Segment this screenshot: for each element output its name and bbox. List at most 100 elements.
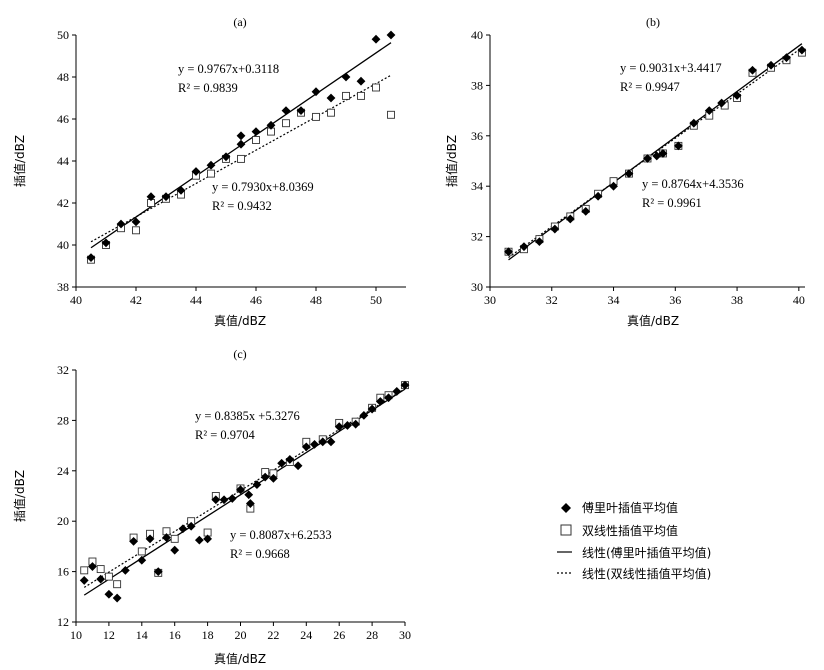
point-fourier [96,574,106,584]
point-fourier [251,127,261,136]
point-fourier [334,422,344,432]
y-tick-label: 50 [57,28,69,42]
point-fourier [326,93,336,103]
y-tick-label: 12 [57,615,69,629]
y-tick-label: 46 [57,112,69,126]
y-axis-title: 插值/dBZ [444,135,459,187]
fit-equation-dotted: y = 0.7930x+8.0369 [212,180,314,194]
fit-equation-solid: y = 0.9767x+0.3118 [178,62,279,76]
point-fourier [384,393,393,403]
point-fourier [146,192,156,202]
fit-line-fourier [83,388,406,596]
point-fourier [343,421,352,430]
point-bilinear [387,110,395,119]
point-fourier [191,167,201,176]
x-axis-title: 真值/dBZ [214,651,266,666]
point-fourier [211,495,221,505]
point-fourier [245,499,255,508]
point-fourier [386,30,396,40]
y-tick-label: 42 [57,196,69,210]
x-tick-label: 20 [235,628,247,642]
point-fourier [748,65,757,75]
legend-symbol-square [560,524,572,536]
x-tick-label: 12 [103,628,115,642]
point-fourier [400,380,410,390]
point-fourier [652,151,662,161]
point-fourier [236,131,246,141]
point-fourier [236,139,246,149]
y-axis-title: 插值/dBZ [12,470,27,522]
point-bilinear [113,580,122,589]
point-fourier [581,207,591,216]
point-fourier [375,397,385,406]
point-fourier [170,545,180,555]
fit-r2-dotted: R² = 0.9961 [642,196,702,210]
point-fourier [285,455,295,464]
point-fourier [782,53,791,63]
point-fourier [88,562,97,571]
x-tick-label: 24 [300,628,312,642]
y-tick-label: 20 [57,514,69,528]
point-fourier [244,490,254,500]
point-fourier [359,410,369,420]
fit-r2-solid: R² = 0.9947 [620,80,680,94]
point-fourier [221,152,231,162]
x-tick-label: 26 [333,628,345,642]
x-tick-label: 38 [731,293,743,307]
fit-r2-solid: R² = 0.9839 [178,81,238,95]
x-tick-label: 50 [370,293,382,307]
point-fourier [504,247,513,257]
point-fourier [281,106,291,115]
point-fourier [277,458,287,468]
x-tick-label: 48 [310,293,322,307]
y-tick-label: 38 [57,280,69,294]
point-fourier [535,237,544,247]
y-tick-label: 48 [57,70,69,84]
point-fourier [120,565,130,575]
fit-equation-solid: y = 0.9031x+3.4417 [620,61,722,75]
point-fourier [797,45,807,55]
x-tick-label: 46 [250,293,262,307]
point-fourier [86,253,96,262]
point-bilinear [357,91,365,100]
point-bilinear [282,119,290,128]
fit-equation-solid: y = 0.8385x +5.3276 [195,409,300,423]
point-fourier [565,214,575,224]
x-tick-label: 28 [366,628,378,642]
point-fourier [766,60,776,70]
x-tick-label: 40 [793,293,805,307]
fit-r2-dotted: R² = 0.9432 [212,199,272,213]
point-fourier [186,521,196,531]
point-fourier [252,480,262,490]
fit-r2-solid: R² = 0.9704 [195,428,256,442]
point-fourier [593,191,603,201]
point-bilinear [132,226,140,235]
panel-title: (c) [233,347,246,361]
x-tick-label: 30 [484,293,496,307]
point-bilinear [342,91,350,100]
legend-label-fourier-fit: 线性(傅里叶插值平均值) [582,545,711,560]
point-fourier [260,472,270,482]
point-fourier [176,186,186,195]
point-fourier [112,593,122,603]
point-fourier [392,387,402,396]
point-fourier [131,217,141,227]
point-fourier [311,87,321,97]
point-fourier [79,576,89,585]
point-fourier [293,461,303,471]
x-tick-label: 42 [130,293,142,307]
point-bilinear [104,572,113,581]
point-fourier [194,535,204,545]
x-tick-label: 10 [70,628,82,642]
x-tick-label: 36 [669,293,681,307]
point-fourier [310,439,319,449]
fit-equation-dotted: y = 0.8764x+4.3536 [642,177,744,191]
y-tick-label: 34 [471,179,483,193]
point-fourier [704,106,714,115]
point-fourier [318,437,328,447]
y-tick-label: 36 [471,129,483,143]
y-tick-label: 32 [57,363,69,377]
x-tick-label: 22 [267,628,279,642]
fit-equation-dotted: y = 0.8087x+6.2533 [230,528,332,542]
y-tick-label: 40 [471,28,483,42]
